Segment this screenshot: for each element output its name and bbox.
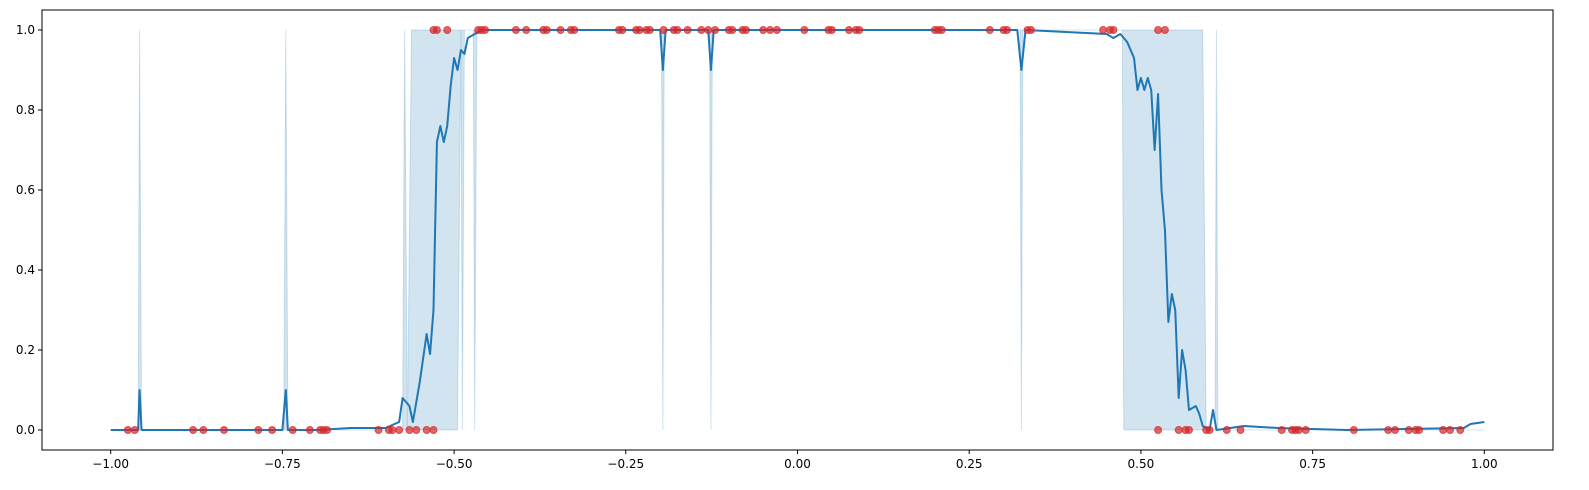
point bbox=[123, 426, 132, 434]
x-tick-label: 0.75 bbox=[1299, 457, 1326, 471]
point bbox=[1154, 426, 1163, 434]
point bbox=[220, 426, 229, 434]
point bbox=[1277, 426, 1286, 434]
point bbox=[1301, 426, 1310, 434]
point bbox=[422, 426, 431, 434]
point bbox=[697, 26, 706, 34]
point bbox=[845, 26, 854, 34]
point bbox=[395, 426, 404, 434]
x-tick-label: 1.00 bbox=[1471, 457, 1498, 471]
y-tick-label: 0.0 bbox=[16, 423, 35, 437]
point bbox=[429, 426, 438, 434]
point bbox=[635, 26, 644, 34]
point bbox=[1027, 26, 1036, 34]
y-tick-label: 0.8 bbox=[16, 103, 35, 117]
point bbox=[645, 26, 654, 34]
point bbox=[1384, 426, 1393, 434]
point bbox=[673, 26, 682, 34]
point bbox=[683, 26, 692, 34]
x-tick-label: −1.00 bbox=[92, 457, 129, 471]
point bbox=[374, 426, 383, 434]
y-tick-label: 1.0 bbox=[16, 23, 35, 37]
point bbox=[1439, 426, 1448, 434]
point bbox=[937, 26, 946, 34]
point bbox=[254, 426, 263, 434]
point bbox=[1160, 26, 1169, 34]
x-tick-label: 0.50 bbox=[1128, 457, 1155, 471]
y-tick-label: 0.6 bbox=[16, 183, 35, 197]
point bbox=[800, 26, 809, 34]
x-tick-label: −0.50 bbox=[436, 457, 473, 471]
point bbox=[1184, 426, 1193, 434]
plot-area bbox=[110, 26, 1485, 434]
confidence-band bbox=[110, 29, 1485, 431]
point bbox=[1294, 426, 1303, 434]
point bbox=[1099, 26, 1108, 34]
point bbox=[827, 26, 836, 34]
point bbox=[1445, 426, 1454, 434]
point bbox=[388, 426, 397, 434]
point bbox=[288, 426, 297, 434]
x-tick-label: 0.25 bbox=[956, 457, 983, 471]
point bbox=[1456, 426, 1465, 434]
point bbox=[323, 426, 332, 434]
point bbox=[618, 26, 627, 34]
point bbox=[1222, 426, 1231, 434]
line bbox=[110, 29, 1485, 431]
point bbox=[522, 26, 531, 34]
point bbox=[412, 426, 421, 434]
point bbox=[1174, 426, 1183, 434]
point bbox=[432, 26, 441, 34]
point bbox=[985, 26, 994, 34]
point bbox=[199, 426, 208, 434]
point bbox=[1391, 426, 1400, 434]
point bbox=[1404, 426, 1413, 434]
point bbox=[570, 26, 579, 34]
point bbox=[1236, 426, 1245, 434]
point bbox=[855, 26, 864, 34]
point bbox=[766, 26, 775, 34]
point bbox=[1415, 426, 1424, 434]
point bbox=[405, 426, 414, 434]
point bbox=[511, 26, 520, 34]
point bbox=[711, 26, 720, 34]
point bbox=[741, 26, 750, 34]
point bbox=[305, 426, 314, 434]
point bbox=[268, 426, 277, 434]
point bbox=[480, 26, 489, 34]
point bbox=[1349, 426, 1358, 434]
x-tick-label: −0.75 bbox=[264, 457, 301, 471]
point bbox=[759, 26, 768, 34]
axes-frame bbox=[41, 9, 1554, 451]
y-tick-label: 0.4 bbox=[16, 263, 35, 277]
x-tick-label: −0.25 bbox=[607, 457, 644, 471]
point bbox=[728, 26, 737, 34]
point bbox=[1154, 26, 1163, 34]
point bbox=[1205, 426, 1214, 434]
point bbox=[443, 26, 452, 34]
x-tick-label: 0.00 bbox=[784, 457, 811, 471]
point bbox=[1002, 26, 1011, 34]
point bbox=[556, 26, 565, 34]
point bbox=[704, 26, 713, 34]
point bbox=[772, 26, 781, 34]
y-tick-label: 0.2 bbox=[16, 343, 35, 357]
point bbox=[542, 26, 551, 34]
point bbox=[130, 426, 139, 434]
point bbox=[659, 26, 668, 34]
point bbox=[1109, 26, 1118, 34]
point bbox=[189, 426, 198, 434]
